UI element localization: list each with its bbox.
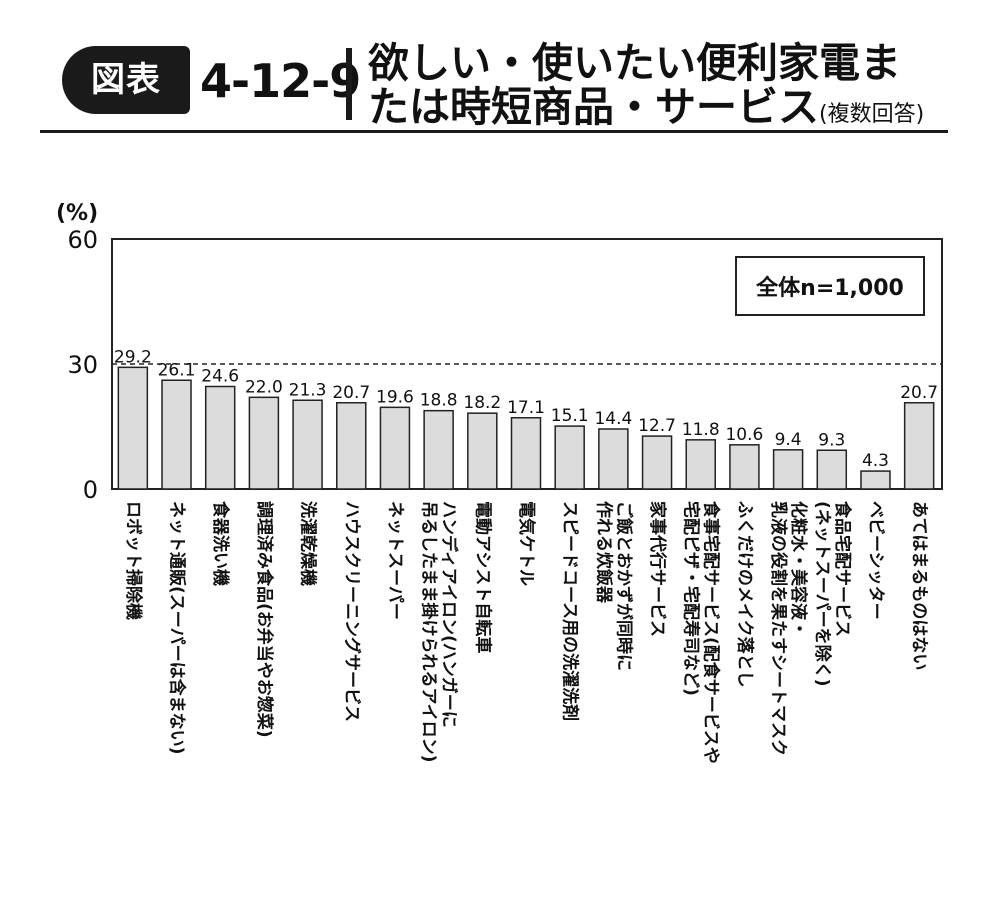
value-label-19: 20.7 (900, 383, 938, 403)
value-label-3: 24.6 (201, 367, 239, 387)
bar-7 (379, 406, 411, 490)
category-label-7: ネットスーパー (385, 501, 405, 620)
bar-4 (248, 396, 280, 490)
value-label-10: 17.1 (507, 398, 545, 418)
title-divider (346, 48, 352, 120)
category-labels: ロボット掃除機 ネット通販(スーパーは含まない) 食器洗い機 調理済み食品(お弁当やお… (123, 501, 929, 764)
value-label-7: 19.6 (376, 387, 414, 407)
category-label-12-line1: ご飯とおかずが同時に (613, 501, 634, 671)
category-label-5: 洗濯乾燥機 (298, 501, 319, 586)
bar-18 (860, 470, 891, 490)
y-tick-label-30: 30 (67, 351, 98, 379)
figure-number: 4-12-9 (200, 54, 361, 108)
annotation-text: 全体n=1,000 (755, 275, 904, 301)
value-label-4: 22.0 (245, 377, 283, 397)
value-label-9: 18.2 (463, 393, 501, 413)
figure-header: 図表 4-12-9 欲しい・使いたい便利家電ま たは時短商品・サービス(複数回答… (0, 0, 1000, 140)
bar-5 (292, 399, 323, 490)
bar-series (117, 366, 935, 490)
bar-10 (510, 417, 542, 490)
y-axis-unit: (%) (56, 201, 98, 226)
bar-12 (598, 428, 629, 490)
category-label-4: 調理済み食品(お弁当やお惣菜) (254, 501, 275, 738)
category-label-1: ロボット掃除機 (123, 501, 144, 620)
bar-11 (554, 425, 585, 490)
category-label-2: ネット通販(スーパーは含まない) (167, 501, 188, 754)
bar-6 (336, 402, 367, 490)
value-label-8: 18.8 (420, 391, 458, 411)
y-tick-label-60: 60 (67, 226, 98, 254)
category-label-18: ベビーシッター (865, 501, 885, 620)
category-label-15: ふくだけのメイク落とし (734, 501, 754, 688)
figure-title-note: (複数回答) (819, 102, 925, 127)
value-label-1: 29.2 (114, 347, 152, 367)
category-label-10: 電気ケトル (516, 501, 537, 586)
bar-16 (772, 449, 804, 490)
bar-9 (467, 412, 498, 490)
figure-title-line2-text: たは時短商品・サービス (368, 83, 819, 131)
y-axis-ticks: 0 30 60 (67, 226, 98, 504)
bar-14 (685, 439, 716, 490)
bar-19 (903, 402, 935, 490)
bar-13 (641, 435, 673, 490)
y-tick-label-0: 0 (83, 476, 98, 504)
category-label-14-line1: 食事宅配サービス(配食サービスや (701, 501, 722, 764)
value-label-6: 20.7 (332, 383, 370, 403)
value-label-2: 26.1 (158, 360, 196, 380)
value-label-12: 14.4 (594, 409, 632, 429)
value-label-15: 10.6 (725, 425, 763, 445)
figure-title-line1: 欲しい・使いたい便利家電ま (368, 39, 901, 87)
category-label-9: 電動アシスト自転車 (472, 501, 493, 653)
category-label-16-line2: 乳液の役割を果たすシートマスク (768, 501, 789, 756)
bar-1 (117, 366, 149, 490)
header-rule (40, 130, 948, 133)
value-label-13: 12.7 (638, 416, 676, 436)
figure-badge: 図表 (62, 46, 190, 114)
category-label-17-line1: 食品宅配サービス (832, 501, 853, 637)
value-label-17: 9.3 (818, 430, 845, 450)
figure-badge-label: 図表 (91, 60, 161, 100)
category-label-11: スピードコース用の洗濯洗剤 (560, 501, 581, 721)
figure-title-line2: たは時短商品・サービス(複数回答) (368, 84, 924, 138)
value-label-14: 11.8 (682, 420, 720, 440)
category-label-13: 家事代行サービス (647, 501, 668, 637)
category-label-12-line2: 作れる炊飯器 (593, 501, 614, 604)
bar-17 (816, 449, 848, 490)
bar-8 (423, 409, 454, 490)
value-labels: 29.226.1 24.622.0 21.3 20.7 19.6 18.8 18.2 17.1… (114, 347, 938, 471)
category-label-8-line2: 吊るしたまま掛けられるアイロン) (419, 501, 440, 762)
category-label-6: ハウスクリーニングサービス (341, 501, 362, 722)
category-label-17-line2: (ネットスーパーを除く) (812, 501, 833, 686)
category-label-16-line1: 化粧水・美容液・ (788, 501, 809, 637)
value-label-16: 9.4 (775, 430, 802, 450)
category-label-19: あてはまるものはない (909, 501, 929, 670)
value-label-5: 21.3 (289, 380, 327, 400)
category-label-14-line2: 宅配ピザ・宅配寿司など) (681, 501, 702, 696)
category-label-8-line1: ハンディアイロン(ハンガーに (439, 501, 460, 728)
value-label-11: 15.1 (551, 406, 589, 426)
value-label-18: 4.3 (862, 451, 889, 471)
bar-15 (729, 444, 760, 490)
annotation-box (735, 256, 925, 316)
bar-2 (161, 379, 192, 490)
category-label-3: 食器洗い機 (210, 501, 231, 586)
bar-3 (204, 385, 236, 490)
